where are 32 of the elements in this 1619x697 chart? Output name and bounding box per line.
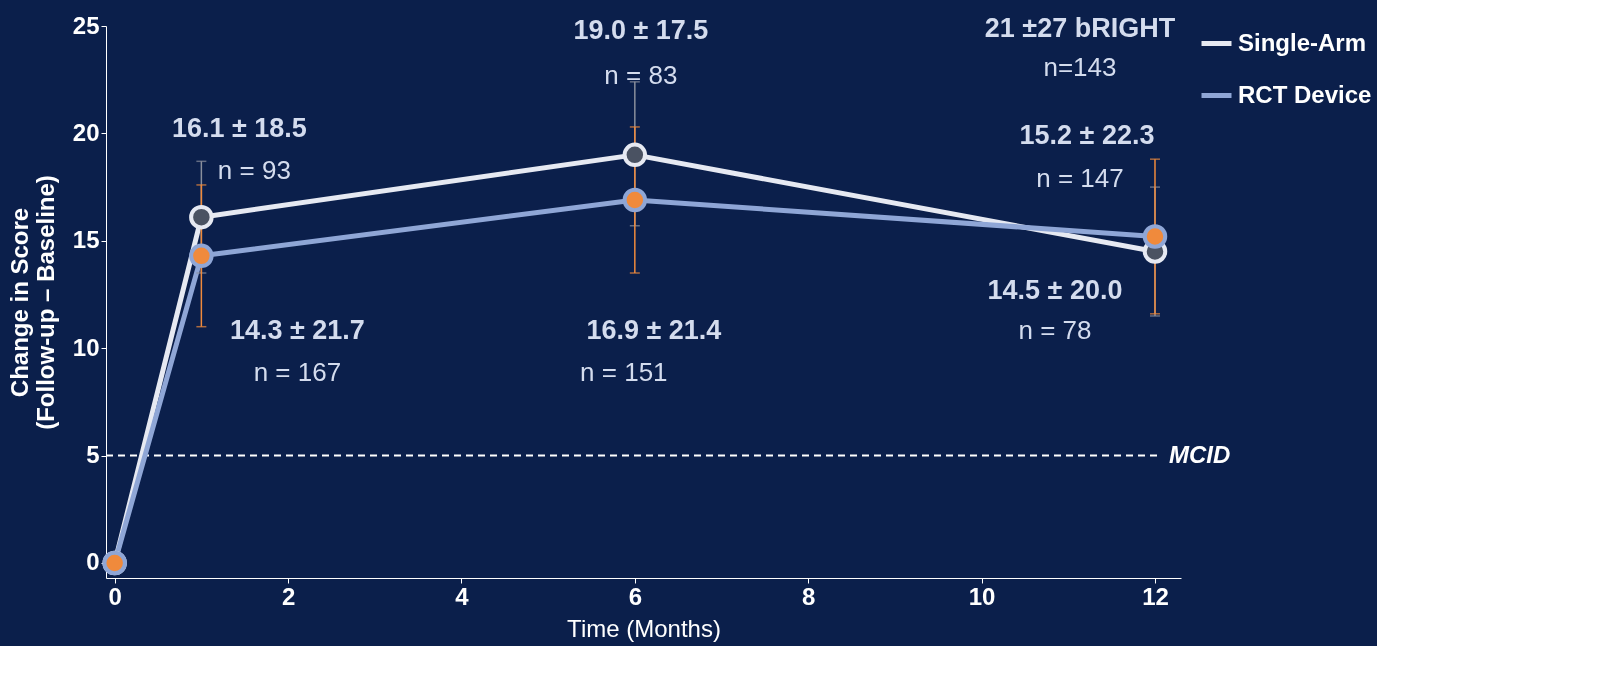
y-tick-label: 0: [86, 548, 100, 576]
annotation: n = 78: [1018, 314, 1092, 345]
ref-line-label: MCID: [1169, 440, 1231, 468]
annotation: 15.2 ± 22.3: [1019, 120, 1155, 151]
y-tick-label: 25: [72, 11, 100, 39]
annotation: 16.9 ± 21.4: [586, 314, 722, 345]
annotation: n = 147: [1036, 163, 1124, 194]
x-tick-label: 4: [455, 582, 470, 610]
y-tick-label: 10: [72, 333, 100, 361]
annotation: n = 83: [604, 59, 678, 90]
x-tick-label: 0: [108, 582, 122, 610]
annotation: 19.0 ± 17.5: [573, 14, 709, 45]
x-tick-label: 10: [968, 582, 996, 610]
annotation: 21 ±27 bRIGHT: [984, 12, 1176, 43]
y-axis-title: Change in Score (Follow-up – Baseline): [5, 175, 59, 430]
annotation: 14.5 ± 20.0: [987, 274, 1123, 305]
x-tick-label: 12: [1142, 582, 1169, 610]
annotation: 16.1 ± 18.5: [171, 113, 307, 144]
annotation: n = 167: [253, 356, 342, 387]
annotation: 14.3 ± 21.7: [229, 314, 365, 345]
y-tick-label: 20: [72, 118, 100, 146]
legend-label: RCT Device: [1238, 80, 1372, 108]
x-axis-title: Time (Months): [567, 614, 721, 642]
y-tick-label: 15: [72, 226, 100, 254]
annotation: n = 93: [217, 155, 291, 186]
annotation: n=143: [1043, 51, 1117, 82]
annotation: n = 151: [580, 356, 668, 387]
legend-label: Single-Arm: [1238, 28, 1367, 56]
y-tick-label: 5: [86, 441, 100, 469]
x-tick-label: 8: [802, 582, 816, 610]
x-tick-label: 2: [281, 582, 296, 610]
x-tick-label: 6: [628, 582, 643, 610]
